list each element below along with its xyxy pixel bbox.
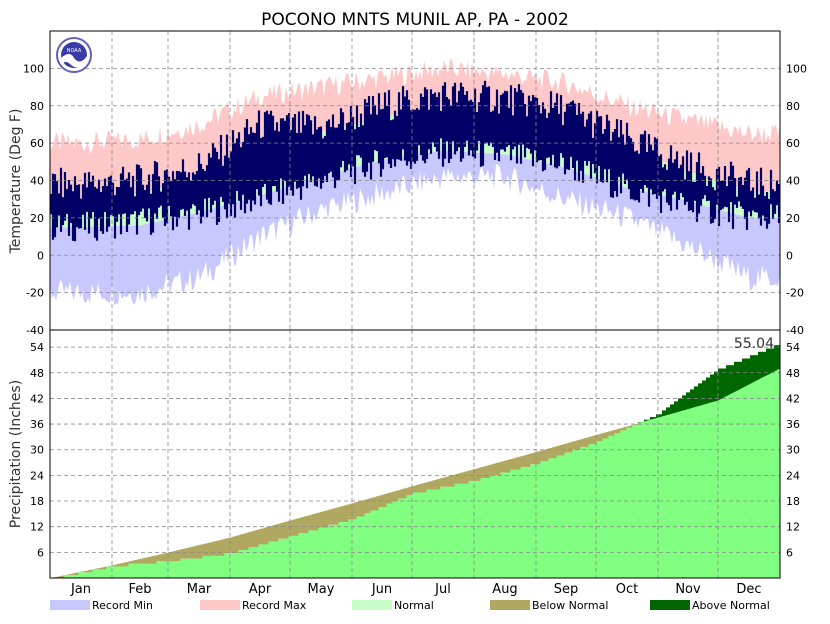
month-label: Nov <box>675 582 701 597</box>
temperature-tick-right: 60 <box>786 137 800 150</box>
precipitation-tick-left: 36 <box>30 418 44 431</box>
temperature-tick-right: -20 <box>786 287 804 300</box>
temperature-tick-left: -40 <box>26 324 44 337</box>
temperature-tick-right: 0 <box>786 249 793 262</box>
svg-text:NOAA: NOAA <box>67 48 82 54</box>
legend-label: Normal <box>394 599 434 612</box>
legend-swatch <box>50 600 90 610</box>
chart-title: POCONO MNTS MUNIL AP, PA - 2002 <box>261 10 569 30</box>
legend-swatch <box>490 600 530 610</box>
noaa-logo: NOAA <box>57 38 91 72</box>
temperature-tick-left: 0 <box>37 249 44 262</box>
month-label: Mar <box>187 582 212 597</box>
temperature-tick-left: -20 <box>26 287 44 300</box>
temperature-axis-label: Temperature (Deg F) <box>8 109 24 255</box>
precipitation-tick-right: 48 <box>786 367 800 380</box>
temperature-tick-right: 100 <box>786 62 807 75</box>
temperature-tick-left: 20 <box>30 212 44 225</box>
legend-label: Record Min <box>92 599 153 612</box>
below-normal-precip-bar <box>90 570 92 573</box>
precipitation-tick-right: 36 <box>786 418 800 431</box>
below-normal-precip-bar <box>104 567 106 570</box>
legend-label: Below Normal <box>532 599 608 612</box>
legend-label: Record Max <box>242 599 307 612</box>
legend-label: Above Normal <box>692 599 770 612</box>
below-normal-precip-bar <box>76 573 78 576</box>
legend-swatch <box>200 600 240 610</box>
precipitation-tick-right: 30 <box>786 444 800 457</box>
temperature-tick-right: 20 <box>786 212 800 225</box>
temperature-tick-right: 80 <box>786 100 800 113</box>
legend-swatch <box>352 600 392 610</box>
month-label: Jul <box>434 582 451 597</box>
month-label: Oct <box>616 582 638 597</box>
legend-swatch <box>650 600 690 610</box>
precipitation-tick-right: 24 <box>786 469 800 482</box>
precipitation-total-annotation: 55.04 <box>734 336 774 352</box>
precipitation-tick-left: 6 <box>37 546 44 559</box>
month-label: Jun <box>371 582 392 597</box>
month-label: Aug <box>492 582 517 597</box>
precipitation-tick-left: 54 <box>30 341 44 354</box>
month-label: Feb <box>128 582 151 597</box>
below-normal-precip-bar <box>630 425 632 427</box>
precipitation-tick-right: 54 <box>786 341 800 354</box>
temperature-tick-right: 40 <box>786 175 800 188</box>
month-label: May <box>308 582 335 597</box>
month-label: Sep <box>554 582 579 597</box>
month-label: Jan <box>70 582 91 597</box>
precipitation-tick-right: 18 <box>786 495 800 508</box>
temperature-tick-right: -40 <box>786 324 804 337</box>
precipitation-tick-left: 24 <box>30 469 44 482</box>
precipitation-tick-left: 30 <box>30 444 44 457</box>
precipitation-tick-left: 48 <box>30 367 44 380</box>
precipitation-tick-left: 18 <box>30 495 44 508</box>
precipitation-tick-left: 12 <box>30 521 44 534</box>
temperature-tick-left: 60 <box>30 137 44 150</box>
month-label: Apr <box>249 582 272 597</box>
temperature-tick-left: 100 <box>23 62 44 75</box>
precipitation-tick-right: 6 <box>786 546 793 559</box>
precipitation-tick-right: 42 <box>786 392 800 405</box>
precipitation-tick-right: 12 <box>786 521 800 534</box>
temperature-tick-left: 40 <box>30 175 44 188</box>
precipitation-tick-left: 42 <box>30 392 44 405</box>
month-label: Dec <box>736 582 761 597</box>
temperature-tick-left: 80 <box>30 100 44 113</box>
precipitation-axis-label: Precipitation (Inches) <box>8 380 24 528</box>
